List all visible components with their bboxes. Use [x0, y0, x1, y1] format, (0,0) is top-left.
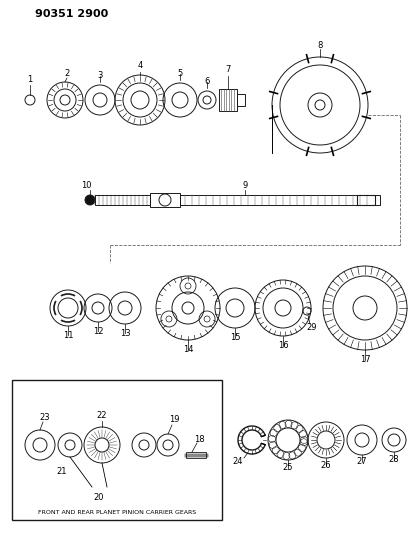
- Text: 23: 23: [40, 413, 50, 422]
- Text: 26: 26: [321, 462, 331, 471]
- Text: 13: 13: [120, 328, 130, 337]
- Text: 19: 19: [169, 416, 179, 424]
- Text: 25: 25: [283, 464, 293, 472]
- Text: 8: 8: [317, 41, 323, 50]
- Text: 5: 5: [177, 69, 183, 78]
- Text: 10: 10: [81, 182, 91, 190]
- Text: 20: 20: [94, 492, 104, 502]
- Bar: [357, 195, 375, 205]
- Text: 15: 15: [230, 334, 240, 343]
- Text: 90351 2900: 90351 2900: [35, 9, 108, 19]
- Text: 17: 17: [360, 356, 370, 365]
- Text: 9: 9: [242, 182, 248, 190]
- Bar: [237, 94, 245, 106]
- Bar: [180, 195, 380, 205]
- Text: 24: 24: [233, 457, 243, 466]
- Text: 11: 11: [63, 330, 73, 340]
- Text: 22: 22: [97, 410, 107, 419]
- Text: 27: 27: [357, 457, 367, 466]
- Text: 6: 6: [204, 77, 210, 86]
- Text: 14: 14: [183, 345, 193, 354]
- Text: 1: 1: [27, 76, 33, 85]
- Text: 12: 12: [93, 327, 103, 335]
- Circle shape: [85, 195, 95, 205]
- Bar: [12, 380, 222, 520]
- Text: 4: 4: [137, 61, 143, 70]
- Text: 7: 7: [225, 66, 231, 75]
- Text: 29: 29: [307, 324, 317, 333]
- Text: 3: 3: [98, 71, 103, 80]
- Text: 28: 28: [389, 456, 399, 464]
- Text: 16: 16: [278, 342, 288, 351]
- Bar: [186, 452, 206, 458]
- Text: 2: 2: [64, 69, 70, 77]
- Text: 18: 18: [194, 434, 204, 443]
- Text: FRONT AND REAR PLANET PINION CARRIER GEARS: FRONT AND REAR PLANET PINION CARRIER GEA…: [38, 510, 196, 514]
- Bar: [95, 195, 150, 205]
- Text: 21: 21: [57, 466, 67, 475]
- Bar: [150, 193, 180, 207]
- Bar: [219, 89, 237, 111]
